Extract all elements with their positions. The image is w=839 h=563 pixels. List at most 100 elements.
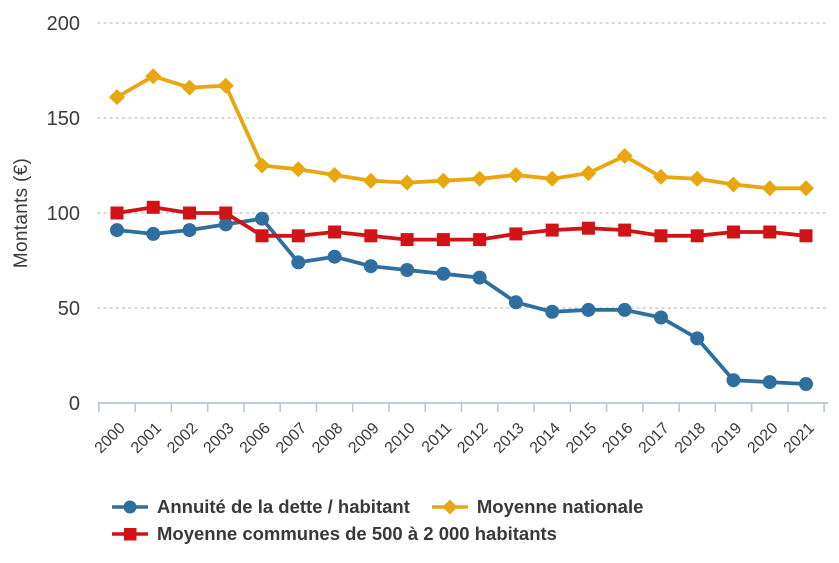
point-moyenne-nationale-2019 [725,176,742,193]
point-moyenne-communes-500-2000-2018 [690,229,704,243]
line-chart-svg: 0 50 100 150 200 2000 2001 2002 2003 2006 2007 2008… [11,13,829,457]
x-tick-label-2006: 2006 [237,420,274,457]
x-tick-label-2009: 2009 [345,420,382,457]
point-annuite-dette-habitant-2013 [508,295,523,310]
point-moyenne-nationale-2007 [290,161,307,178]
point-moyenne-nationale-2002 [181,79,198,96]
point-moyenne-nationale-2001 [145,68,162,85]
x-tick-label-2018: 2018 [672,420,709,457]
y-tick-label-50: 50 [58,298,80,320]
x-tick-label-2020: 2020 [744,420,781,457]
legend-marker-square-icon [112,526,148,542]
x-tick-label-2016: 2016 [599,420,636,457]
point-moyenne-communes-500-2000-2000 [110,206,124,220]
x-tick-label-2010: 2010 [382,420,419,457]
point-moyenne-nationale-2009 [362,172,379,189]
point-moyenne-communes-500-2000-2010 [400,233,414,247]
x-tick-label-2017: 2017 [636,420,673,457]
legend-item-moyenne-communes: Moyenne communes de 500 à 2 000 habitant… [112,523,557,545]
point-moyenne-nationale-2011 [435,172,452,189]
point-moyenne-nationale-2014 [544,170,561,187]
point-annuite-dette-habitant-2021 [799,377,813,391]
point-moyenne-communes-500-2000-2001 [146,200,160,214]
point-annuite-dette-habitant-2003 [218,217,233,232]
point-moyenne-communes-500-2000-2011 [436,233,450,247]
series-moyenne-communes-500-2000 [110,200,813,247]
y-tick-label-150: 150 [47,108,80,130]
point-moyenne-nationale-2017 [652,168,669,185]
legend-label-moyenne-nationale: Moyenne nationale [476,496,644,517]
point-moyenne-communes-500-2000-2002 [183,206,197,220]
point-moyenne-nationale-2016 [616,148,633,164]
legend-item-moyenne-nationale: Moyenne nationale [431,496,644,518]
point-annuite-dette-habitant-2019 [726,373,741,388]
series-annuite-dette-habitant [110,211,813,391]
point-moyenne-nationale-2000 [109,89,125,106]
point-annuite-dette-habitant-2001 [146,226,161,241]
x-tick-label-2007: 2007 [273,420,310,457]
y-tick-label-0: 0 [69,393,80,415]
point-moyenne-communes-500-2000-2007 [291,229,305,243]
point-moyenne-nationale-2015 [580,165,597,182]
point-moyenne-communes-500-2000-2003 [219,206,233,220]
point-moyenne-nationale-2012 [471,170,488,187]
x-tick-label-2001: 2001 [128,420,165,457]
x-tick-label-2013: 2013 [491,420,528,457]
legend-label-annuite: Annuité de la dette / habitant [157,496,410,517]
line-chart: 0 50 100 150 200 2000 2001 2002 2003 2006 2007 2008… [11,13,829,545]
point-moyenne-communes-500-2000-2020 [763,225,777,239]
x-tick-label-2008: 2008 [309,420,346,457]
point-moyenne-communes-500-2000-2021 [799,229,813,243]
point-moyenne-communes-500-2000-2009 [364,229,378,243]
legend: Annuité de la dette / habitant Moyenne n… [112,496,737,545]
point-moyenne-nationale-2010 [399,174,416,191]
point-annuite-dette-habitant-2008 [327,249,342,264]
point-moyenne-nationale-2020 [761,180,778,197]
y-axis-title: Montants (€) [11,158,32,268]
point-moyenne-communes-500-2000-2013 [509,227,523,241]
point-moyenne-nationale-2006 [254,157,271,174]
legend-marker-diamond-icon [431,499,468,515]
x-tick-label-2012: 2012 [454,420,491,457]
y-tick-label-200: 200 [47,13,80,35]
point-moyenne-communes-500-2000-2012 [473,233,487,247]
y-tick-label-100: 100 [47,203,80,225]
point-moyenne-communes-500-2000-2017 [654,229,668,243]
point-annuite-dette-habitant-2007 [291,255,306,270]
legend-item-annuite-dette-habitant: Annuité de la dette / habitant [112,496,410,518]
point-moyenne-communes-500-2000-2019 [726,225,740,239]
series-line-annuite-dette-habitant [115,216,808,386]
point-moyenne-nationale-2003 [217,77,234,94]
point-annuite-dette-habitant-2015 [581,302,596,317]
x-tick-label-2000: 2000 [92,420,129,457]
x-tick-label-2014: 2014 [527,420,564,457]
point-annuite-dette-habitant-2020 [762,375,777,390]
point-annuite-dette-habitant-2018 [690,331,705,346]
point-annuite-dette-habitant-2006 [255,211,270,226]
point-moyenne-nationale-2018 [689,170,706,187]
point-annuite-dette-habitant-2009 [363,259,378,274]
series-moyenne-nationale [109,68,814,197]
point-moyenne-nationale-2008 [326,167,343,183]
point-moyenne-nationale-2021 [798,180,814,197]
point-annuite-dette-habitant-2016 [617,302,632,317]
point-annuite-dette-habitant-2011 [436,266,451,281]
series-line-moyenne-nationale [115,74,808,191]
x-tick-label-2002: 2002 [164,420,201,457]
point-moyenne-nationale-2013 [507,167,524,183]
point-annuite-dette-habitant-2010 [400,263,415,277]
point-moyenne-communes-500-2000-2016 [618,223,632,237]
point-annuite-dette-habitant-2002 [182,223,197,238]
x-tick-label-2019: 2019 [708,420,745,457]
point-moyenne-communes-500-2000-2008 [328,225,342,239]
point-annuite-dette-habitant-2017 [653,310,668,325]
x-tick-label-2021: 2021 [781,420,818,457]
x-tick-label-2015: 2015 [563,420,600,457]
legend-label-moyenne-communes: Moyenne communes de 500 à 2 000 habitant… [157,523,557,544]
x-tick-label-2003: 2003 [200,420,237,457]
point-annuite-dette-habitant-2000 [110,223,124,238]
point-annuite-dette-habitant-2012 [472,270,487,285]
legend-marker-circle-icon [112,499,148,515]
point-moyenne-communes-500-2000-2006 [255,229,269,243]
point-moyenne-communes-500-2000-2015 [581,221,595,235]
